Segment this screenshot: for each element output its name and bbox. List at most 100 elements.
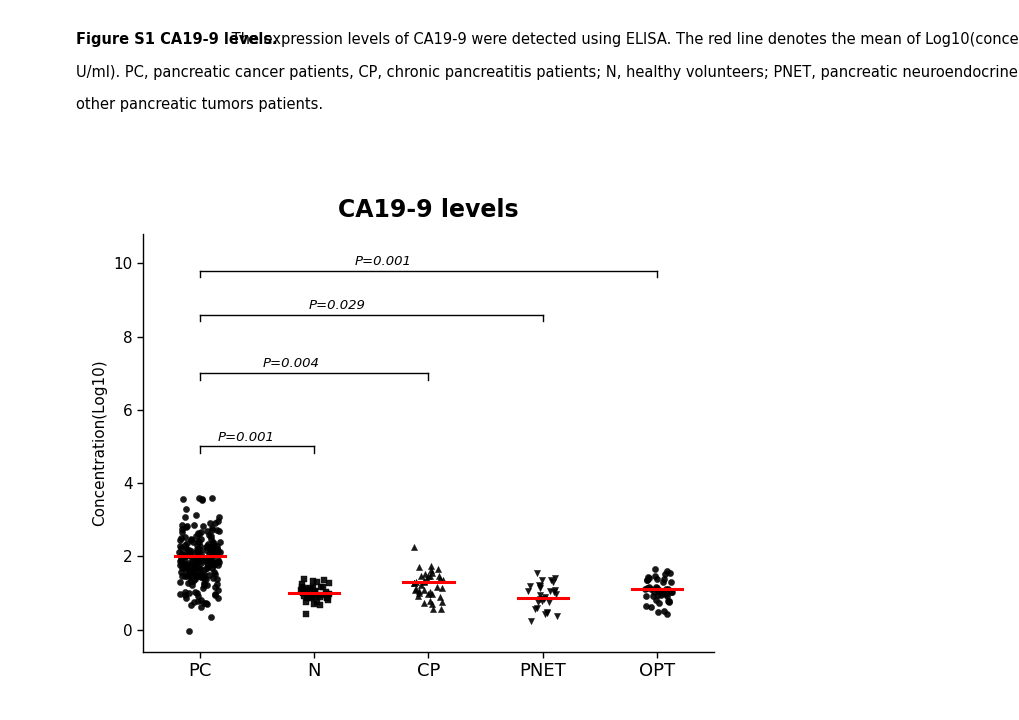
Point xyxy=(663,586,680,598)
Point xyxy=(175,558,192,570)
Point xyxy=(538,607,554,618)
Point xyxy=(647,570,663,582)
Point xyxy=(209,543,225,554)
Point xyxy=(189,531,205,542)
Text: Figure S1 CA19-9 levels.: Figure S1 CA19-9 levels. xyxy=(76,32,278,48)
Point xyxy=(662,576,679,588)
Point xyxy=(190,552,206,564)
Point xyxy=(307,587,323,598)
Point xyxy=(433,597,449,608)
Point xyxy=(211,536,227,547)
Point xyxy=(210,545,226,557)
Point xyxy=(417,569,433,580)
Point xyxy=(421,595,437,606)
Point xyxy=(638,574,654,585)
Point xyxy=(184,575,201,587)
Point xyxy=(172,566,189,577)
Point xyxy=(644,590,660,602)
Point xyxy=(312,591,328,603)
Point xyxy=(434,575,450,586)
Point xyxy=(194,568,210,580)
Point xyxy=(527,603,543,615)
Point xyxy=(189,539,205,551)
Point xyxy=(200,528,216,540)
Point xyxy=(423,564,439,575)
Point xyxy=(658,590,675,602)
Point xyxy=(536,608,552,619)
Point xyxy=(532,581,548,593)
Point xyxy=(193,548,209,559)
Point xyxy=(649,590,665,601)
Point xyxy=(306,598,322,609)
Point xyxy=(190,595,206,606)
Point xyxy=(192,564,208,575)
Point xyxy=(407,584,423,595)
Point xyxy=(293,578,310,590)
Point xyxy=(199,580,215,591)
Point xyxy=(183,570,200,581)
Point xyxy=(198,544,214,556)
Point xyxy=(312,582,328,593)
Point xyxy=(209,556,225,567)
Point xyxy=(656,568,673,580)
Point xyxy=(659,583,676,595)
Point xyxy=(190,552,206,563)
Point xyxy=(657,584,674,595)
Point xyxy=(425,603,441,614)
Point xyxy=(544,576,560,588)
Point xyxy=(531,593,547,605)
Text: other pancreatic tumors patients.: other pancreatic tumors patients. xyxy=(76,97,323,112)
Point xyxy=(203,531,219,542)
Text: U/ml). PC, pancreatic cancer patients, CP, chronic pancreatitis patients; N, hea: U/ml). PC, pancreatic cancer patients, C… xyxy=(76,65,1019,80)
Point xyxy=(205,572,221,584)
Point xyxy=(520,585,536,597)
Point xyxy=(534,574,550,585)
Point xyxy=(178,564,195,576)
Point xyxy=(419,588,435,600)
Point xyxy=(176,510,193,522)
Point xyxy=(293,581,310,593)
Point xyxy=(421,586,437,598)
Point xyxy=(173,526,190,538)
Point xyxy=(205,549,221,561)
Point xyxy=(301,592,317,603)
Point xyxy=(172,555,189,567)
Point xyxy=(637,600,653,611)
Point xyxy=(309,576,325,588)
Point xyxy=(296,590,312,601)
Point xyxy=(174,548,191,559)
Point xyxy=(178,570,195,582)
Point xyxy=(292,585,309,596)
Point xyxy=(176,561,193,572)
Point xyxy=(208,578,224,590)
Point xyxy=(185,536,202,547)
Point xyxy=(196,598,212,609)
Point xyxy=(172,542,189,554)
Point xyxy=(659,595,676,607)
Point xyxy=(190,547,206,559)
Point xyxy=(208,524,224,536)
Point xyxy=(171,588,187,599)
Point xyxy=(210,592,226,603)
Point xyxy=(194,493,210,505)
Point xyxy=(522,580,538,592)
Point xyxy=(297,582,313,594)
Point xyxy=(201,551,217,562)
Point xyxy=(204,562,220,574)
Point xyxy=(653,586,669,598)
Point xyxy=(184,579,201,590)
Point xyxy=(545,586,561,598)
Point xyxy=(413,570,429,582)
Point xyxy=(186,586,203,598)
Point xyxy=(548,588,565,600)
Point xyxy=(654,588,671,599)
Point xyxy=(413,580,429,591)
Point xyxy=(206,518,222,529)
Point xyxy=(193,594,209,606)
Point xyxy=(172,576,189,588)
Point xyxy=(649,573,665,585)
Point xyxy=(199,598,215,610)
Point xyxy=(546,572,562,584)
Point xyxy=(534,595,550,606)
Point xyxy=(308,591,324,603)
